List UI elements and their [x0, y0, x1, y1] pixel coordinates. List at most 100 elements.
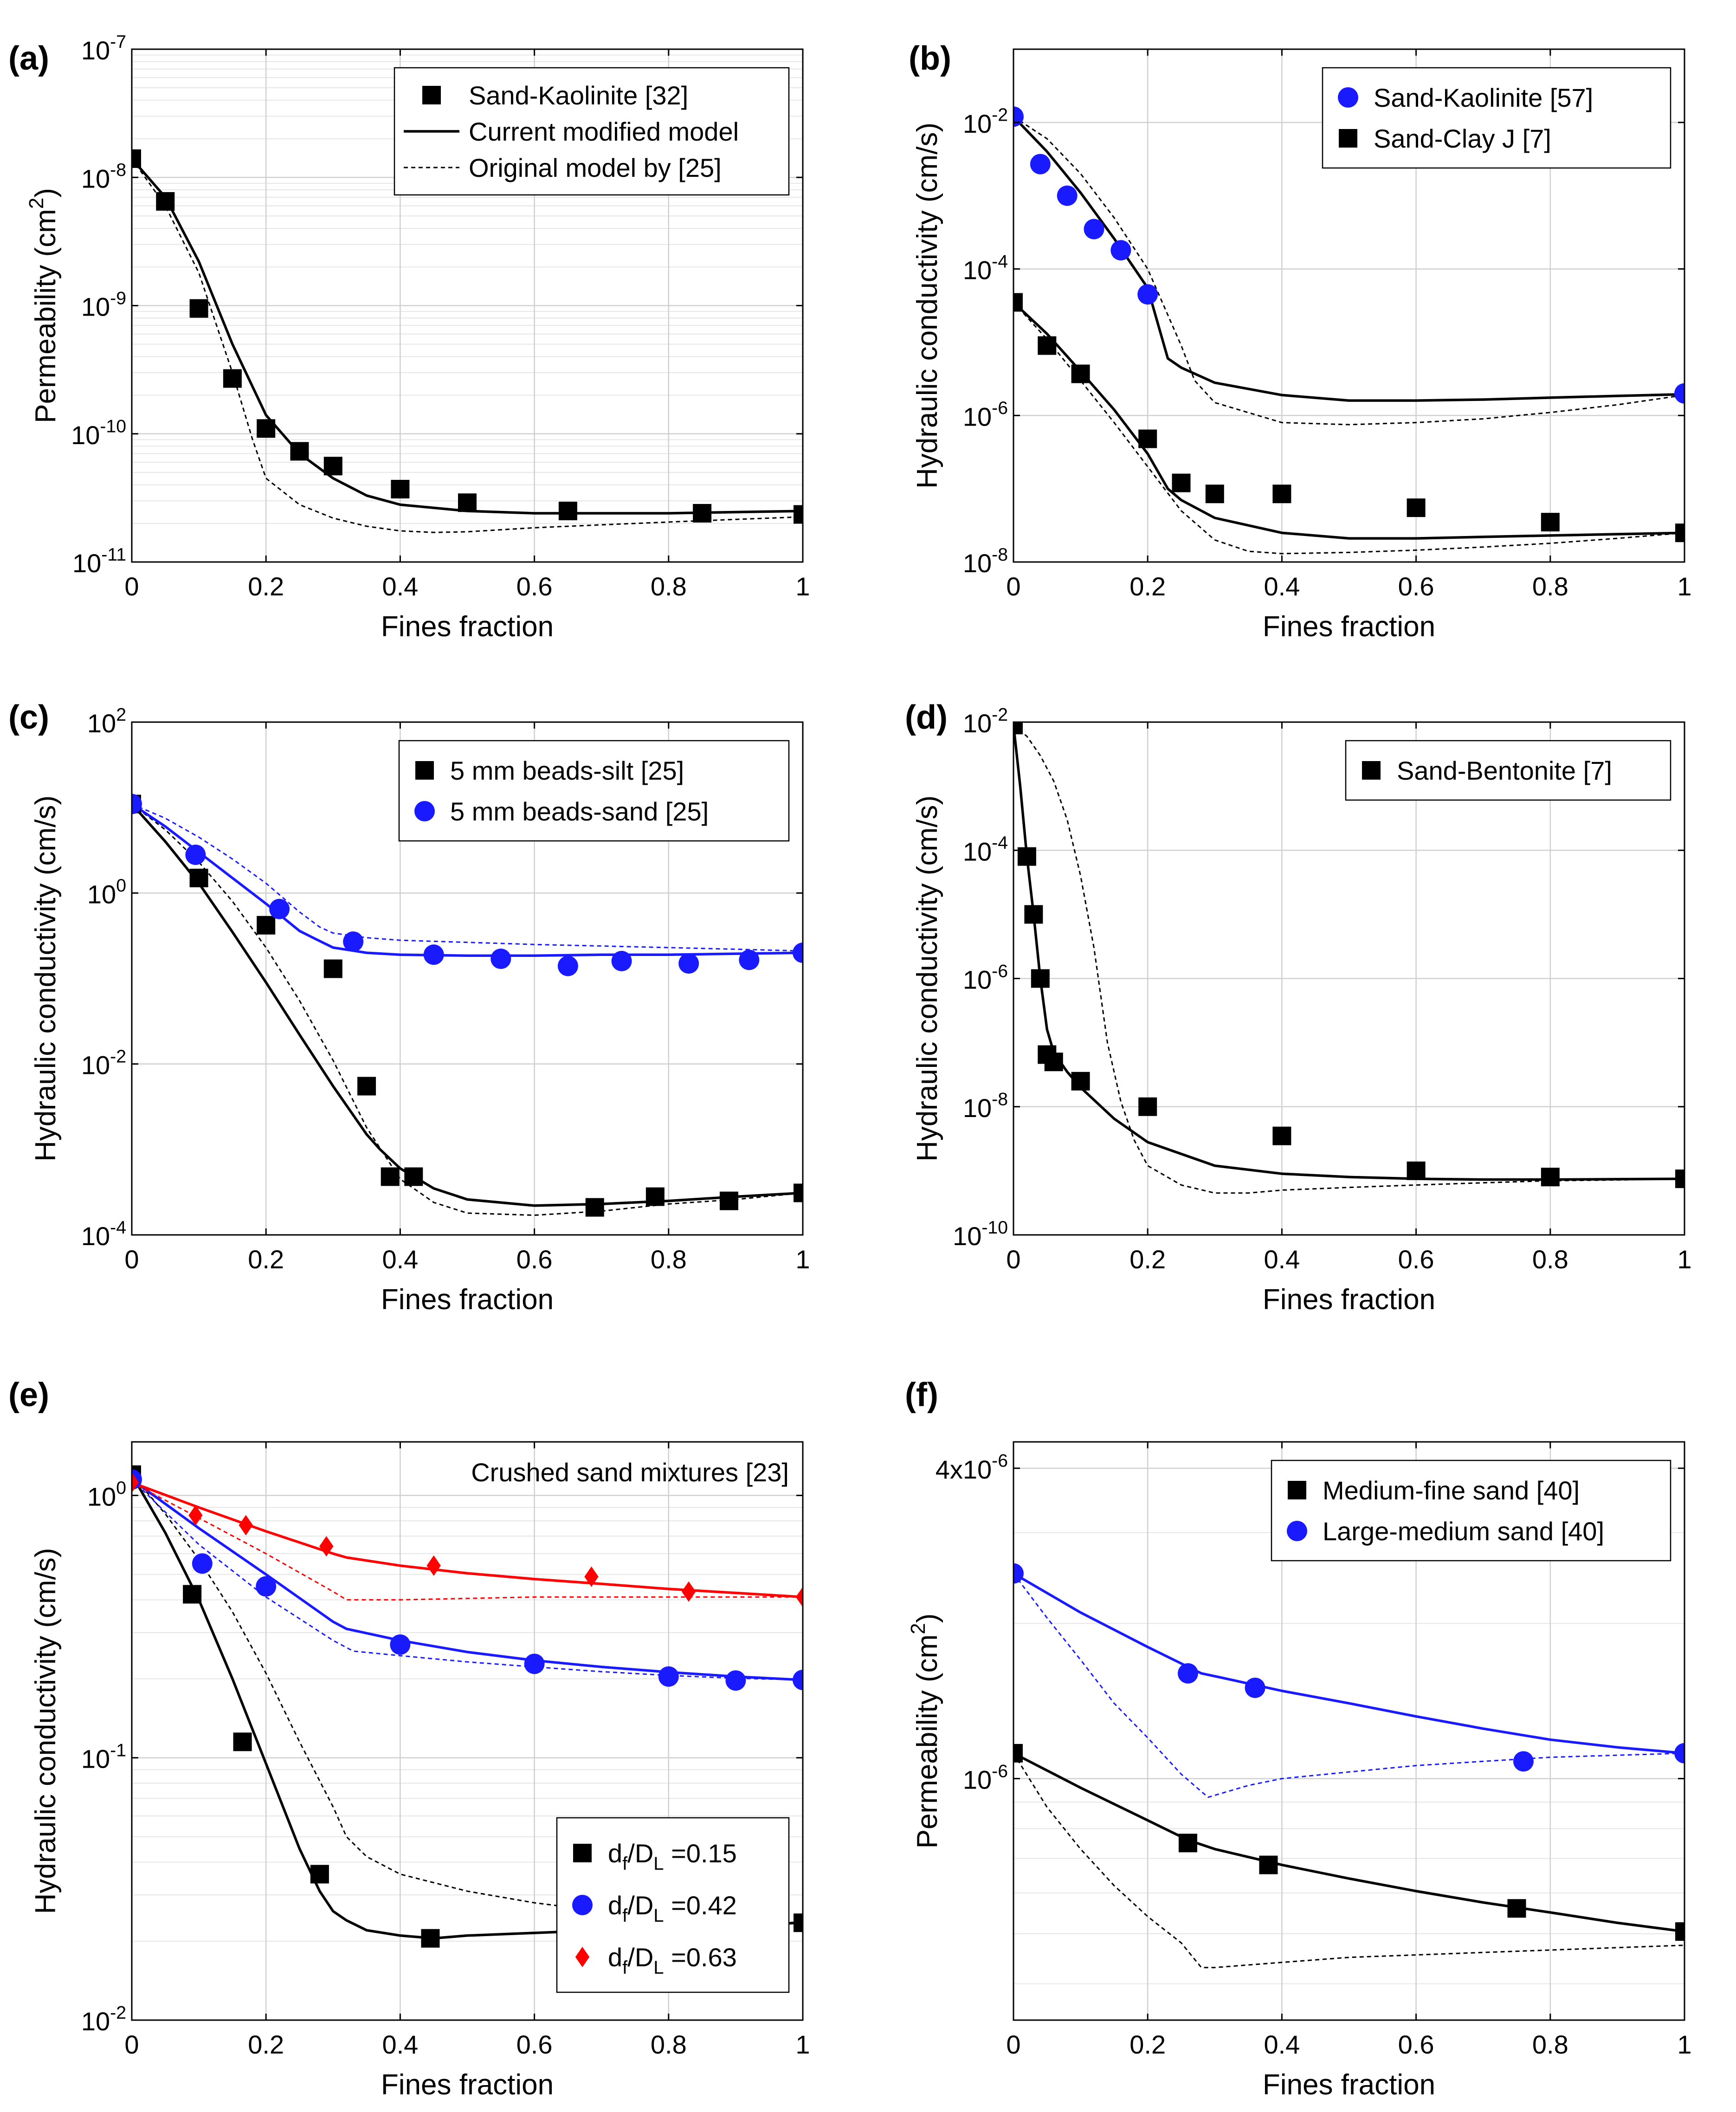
data-point-diamond	[132, 1472, 139, 1493]
data-point-square	[1038, 336, 1057, 355]
y-axis-label-main: Hydraulic conductivity (cm/s)	[911, 795, 943, 1162]
legend-box	[398, 740, 790, 842]
x-tick-label: 0.6	[1398, 572, 1434, 601]
y-axis-label-end: )	[911, 1614, 943, 1623]
x-axis-label: Fines fraction	[381, 2069, 554, 2101]
x-tick-label: 0.2	[1129, 2030, 1166, 2059]
data-point-circle	[611, 950, 632, 971]
data-point-circle	[132, 794, 142, 814]
legend-label: Current modified model	[469, 117, 739, 146]
legend-label-part: /D	[627, 1943, 653, 1972]
axes-box	[1013, 1441, 1685, 2021]
legend-item: Large-medium sand [40]	[1287, 1517, 1604, 1546]
chart-annotation: Crushed sand mixtures [23]	[471, 1458, 789, 1487]
y-tick-label: 10-2	[81, 1046, 126, 1079]
data-point-circle	[557, 956, 578, 976]
data-point-square	[794, 505, 803, 524]
y-tick-label-base: 10	[963, 837, 992, 866]
data-point-diamond	[239, 1515, 253, 1536]
y-tick-label-exp: -8	[992, 545, 1008, 565]
data-point-square	[645, 1187, 665, 1206]
data-point-circle	[1137, 284, 1158, 305]
y-tick-label-base: 10	[87, 709, 116, 738]
y-tick-label: 10-6	[963, 1761, 1008, 1794]
data-point-square	[719, 1191, 738, 1210]
y-tick-label-base: 10	[81, 1051, 110, 1080]
y-tick-label-exp: -6	[992, 961, 1008, 981]
data-point-circle	[1674, 1743, 1684, 1763]
y-tick-label-exp: -2	[110, 2003, 126, 2023]
legend-item: Medium-fine sand [40]	[1288, 1476, 1580, 1505]
x-tick-label: 0.8	[1532, 1245, 1568, 1274]
x-tick-label: 0.8	[651, 1245, 687, 1274]
data-point-square	[693, 504, 712, 523]
y-tick-label: 10-1	[81, 1740, 126, 1773]
y-tick-label-exp: -11	[101, 545, 126, 565]
y-tick-label-exp: -4	[992, 252, 1008, 271]
data-point-circle	[1338, 87, 1358, 108]
data-point-circle	[1674, 383, 1684, 404]
series-line	[1013, 302, 1684, 555]
y-tick-label: 4x10-6	[936, 1451, 1008, 1484]
x-tick-label: 0.4	[1264, 2030, 1300, 2059]
legend-item: 5 mm beads-sand [25]	[414, 797, 709, 826]
y-tick-label-exp: -10	[100, 417, 126, 437]
series-group	[1013, 1563, 1684, 1969]
legend-item: 5 mm beads-silt [25]	[415, 756, 684, 785]
data-point-square	[183, 1585, 202, 1604]
y-tick-label-base: 10	[963, 1093, 992, 1123]
data-point-square	[1013, 293, 1023, 312]
legend-label-part: d	[608, 1891, 622, 1920]
y-axis-label: Hydraulic conductivity (cm/s)	[911, 123, 943, 489]
data-point-diamond	[426, 1555, 441, 1576]
data-point-square	[1675, 1922, 1684, 1941]
legend-box	[1322, 67, 1671, 169]
data-point-diamond	[795, 1587, 803, 1608]
x-axis-label: Fines fraction	[1263, 611, 1435, 643]
data-point-square	[1044, 1053, 1063, 1072]
x-tick-label: 0	[124, 2030, 139, 2059]
legend-item: Sand-Bentonite [7]	[1362, 756, 1612, 785]
data-point-square	[404, 1167, 423, 1186]
legend-label: df/DL =0.15	[608, 1839, 737, 1874]
y-tick-label-exp: -10	[981, 1218, 1008, 1238]
data-point-circle	[1287, 1521, 1307, 1541]
data-point-square	[1675, 523, 1684, 543]
y-tick-label: 100	[87, 1478, 126, 1511]
data-point-square	[357, 1077, 376, 1096]
data-point-square	[233, 1732, 252, 1751]
y-axis-label: Permeability (cm2)	[907, 1614, 943, 1849]
legend: Medium-fine sand [40] Large-medium sand […	[1271, 1460, 1671, 1562]
y-tick-label-base: 10	[963, 549, 992, 578]
y-tick-label-base: 10	[963, 256, 992, 285]
data-point-circle	[1013, 1563, 1024, 1584]
y-axis-label-main: Permeability (cm	[30, 209, 62, 423]
panel-label: (b)	[909, 40, 951, 77]
legend-label-sub: L	[653, 1854, 664, 1874]
y-tick-label: 10-2	[81, 2003, 126, 2036]
y-tick-label: 10-6	[963, 398, 1008, 431]
y-axis-label: Hydraulic conductivity (cm/s)	[30, 1548, 62, 1914]
data-point-square	[422, 86, 441, 104]
x-tick-label: 0.4	[1264, 1245, 1300, 1274]
legend-label-sub: f	[622, 1905, 628, 1926]
x-tick-label: 1	[795, 2030, 810, 2059]
data-point-square	[310, 1865, 329, 1884]
y-tick-label-exp: 2	[116, 705, 126, 725]
data-point-circle	[678, 953, 699, 974]
y-tick-label-base: 10	[87, 1482, 116, 1511]
legend-box	[394, 67, 790, 196]
legend-label-part: =0.63	[664, 1943, 737, 1972]
data-point-circle	[1245, 1677, 1265, 1698]
data-point-square	[573, 1844, 592, 1862]
legend: Sand-Bentonite [7]	[1345, 740, 1671, 801]
data-point-square	[1024, 905, 1043, 924]
data-point-square	[1138, 1097, 1157, 1116]
legend-label: 5 mm beads-silt [25]	[450, 756, 684, 785]
legend-label: Medium-fine sand [40]	[1323, 1476, 1580, 1505]
data-point-square	[1259, 1855, 1278, 1874]
series-line	[1013, 724, 1684, 1194]
data-point-circle	[572, 1895, 593, 1915]
